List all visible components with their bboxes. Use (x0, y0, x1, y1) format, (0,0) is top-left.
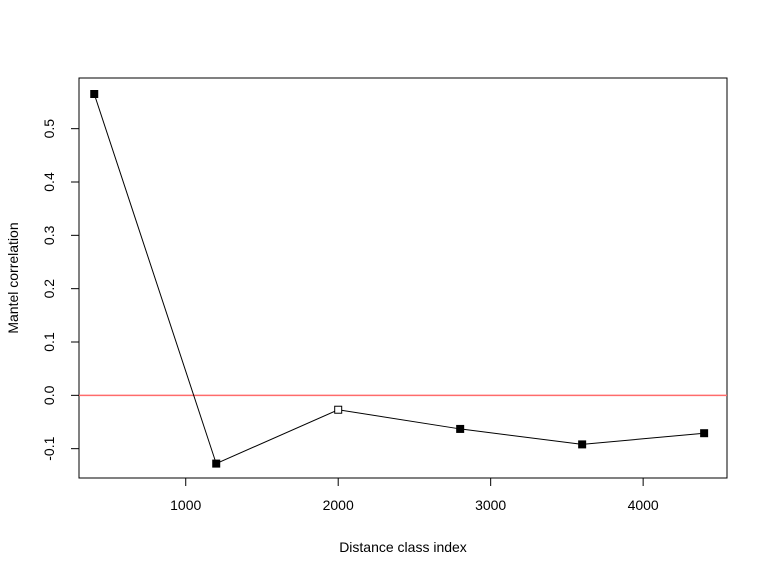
data-point-filled (578, 440, 587, 449)
x-tick-label: 1000 (170, 497, 201, 513)
y-tick-label: -0.1 (41, 436, 57, 460)
x-axis-label: Distance class index (339, 539, 467, 555)
y-tick-label: 0.2 (41, 279, 57, 299)
y-tick-label: 0.0 (41, 385, 57, 405)
y-axis: -0.1 0.0 0.1 0.2 0.3 0.4 0.5 (41, 119, 80, 461)
data-point-filled (90, 90, 99, 98)
data-point-filled (456, 424, 465, 433)
x-tick-label: 3000 (475, 497, 506, 513)
y-tick-label: 0.1 (41, 332, 57, 352)
y-tick-label: 0.4 (41, 172, 57, 192)
y-tick-label: 0.5 (41, 119, 57, 139)
series-line (93, 93, 705, 465)
data-point-filled (212, 459, 221, 468)
x-tick-label: 2000 (323, 497, 354, 513)
series-markers (90, 90, 709, 468)
x-axis: 1000 2000 3000 4000 (170, 477, 659, 513)
y-axis-label: Mantel correlation (5, 222, 21, 333)
x-tick-label: 4000 (628, 497, 659, 513)
data-point-filled (700, 429, 709, 438)
data-point-open (334, 405, 343, 414)
y-tick-label: 0.3 (41, 225, 57, 245)
